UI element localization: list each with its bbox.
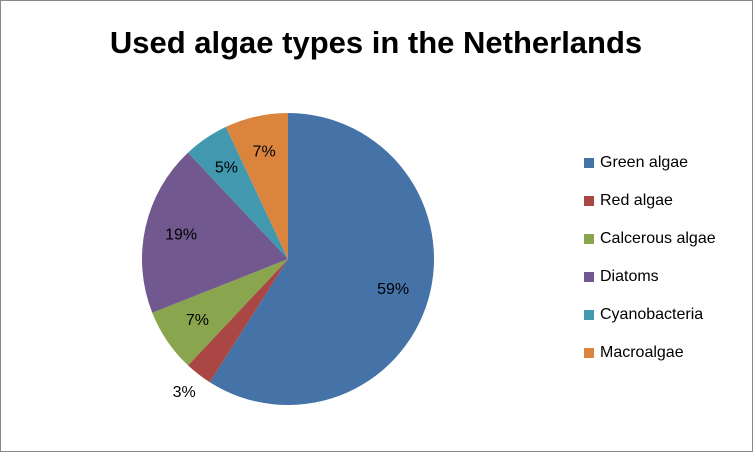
legend-label: Diatoms — [600, 268, 659, 285]
legend-label: Cyanobacteria — [600, 306, 703, 323]
chart-title: Used algae types in the Netherlands — [110, 25, 642, 60]
legend-swatch — [584, 272, 594, 282]
pie-slice — [209, 113, 435, 405]
legend-label: Macroalgae — [600, 344, 684, 361]
pie-slice — [225, 113, 288, 259]
data-label: 59% — [377, 281, 409, 298]
data-label: 7% — [186, 312, 209, 329]
data-label: 19% — [165, 226, 197, 243]
legend-swatch — [584, 196, 594, 206]
legend-swatch — [584, 310, 594, 320]
pie-slice — [188, 259, 288, 383]
legend-label: Green algae — [600, 154, 688, 171]
legend-label: Red algae — [600, 192, 673, 209]
legend-swatch — [584, 348, 594, 358]
pie-slice — [188, 126, 288, 259]
data-label: 5% — [215, 160, 238, 177]
legend-swatch — [584, 158, 594, 168]
pie-slice — [142, 152, 288, 313]
legend-label: Calcerous algae — [600, 230, 716, 247]
data-label: 7% — [253, 143, 276, 160]
data-label: 3% — [173, 384, 196, 401]
pie-slice — [152, 259, 288, 366]
legend-swatch — [584, 234, 594, 244]
